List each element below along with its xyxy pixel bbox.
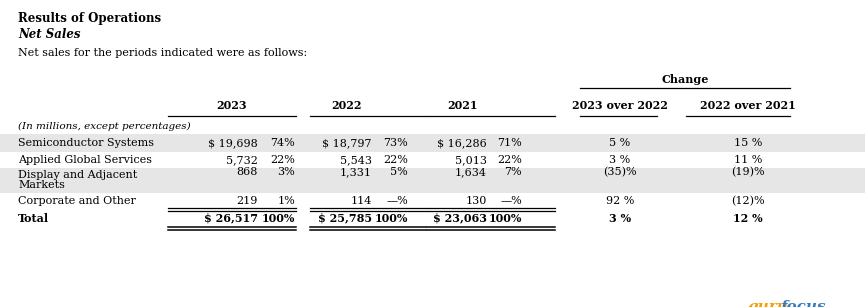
Text: Display and Adjacent: Display and Adjacent (18, 170, 138, 180)
Text: (35)%: (35)% (603, 167, 637, 177)
Bar (0, 134, 865, 152)
Text: 22%: 22% (270, 155, 295, 165)
Text: $ 23,063: $ 23,063 (433, 212, 487, 223)
Text: guru: guru (748, 300, 789, 307)
Text: 71%: 71% (497, 138, 522, 148)
Text: (19)%: (19)% (731, 167, 765, 177)
Text: 1,634: 1,634 (455, 167, 487, 177)
Text: 12 %: 12 % (734, 212, 763, 223)
Text: Net sales for the periods indicated were as follows:: Net sales for the periods indicated were… (18, 48, 307, 58)
Text: 5,013: 5,013 (455, 155, 487, 165)
Text: 868: 868 (237, 167, 258, 177)
Text: 2022 over 2021: 2022 over 2021 (700, 100, 796, 111)
Text: 130: 130 (465, 196, 487, 206)
Text: 11 %: 11 % (734, 155, 762, 165)
Text: —%: —% (387, 196, 408, 206)
Text: 2021: 2021 (446, 100, 477, 111)
Text: $ 26,517: $ 26,517 (204, 212, 258, 223)
Text: 100%: 100% (489, 212, 522, 223)
Text: 2023: 2023 (217, 100, 247, 111)
Text: Net Sales: Net Sales (18, 28, 80, 41)
Text: 100%: 100% (375, 212, 408, 223)
Text: $ 16,286: $ 16,286 (437, 138, 487, 148)
Text: focus: focus (781, 300, 827, 307)
Text: 5,543: 5,543 (340, 155, 372, 165)
Text: Markets: Markets (18, 180, 65, 190)
Text: (12)%: (12)% (731, 196, 765, 206)
Text: $ 18,797: $ 18,797 (323, 138, 372, 148)
Text: Corporate and Other: Corporate and Other (18, 196, 136, 206)
Text: 3 %: 3 % (609, 212, 631, 223)
Text: 74%: 74% (270, 138, 295, 148)
Text: $ 25,785: $ 25,785 (317, 212, 372, 223)
Text: 92 %: 92 % (606, 196, 634, 206)
Text: 1,331: 1,331 (340, 167, 372, 177)
Text: 5 %: 5 % (609, 138, 631, 148)
Text: Results of Operations: Results of Operations (18, 12, 161, 25)
Text: Semiconductor Systems: Semiconductor Systems (18, 138, 154, 148)
Text: 114: 114 (350, 196, 372, 206)
Text: 15 %: 15 % (734, 138, 762, 148)
Text: Total: Total (18, 212, 49, 223)
Text: 7%: 7% (504, 167, 522, 177)
Text: 73%: 73% (383, 138, 408, 148)
Text: 5%: 5% (390, 167, 408, 177)
Text: 5,732: 5,732 (226, 155, 258, 165)
Text: 3 %: 3 % (609, 155, 631, 165)
Text: 2022: 2022 (330, 100, 362, 111)
Text: 22%: 22% (383, 155, 408, 165)
Text: 3%: 3% (278, 167, 295, 177)
Text: 219: 219 (237, 196, 258, 206)
Text: 22%: 22% (497, 155, 522, 165)
Text: Change: Change (662, 74, 708, 85)
Bar (0, 168, 865, 193)
Text: 100%: 100% (261, 212, 295, 223)
Text: —%: —% (500, 196, 522, 206)
Text: $ 19,698: $ 19,698 (208, 138, 258, 148)
Text: 1%: 1% (278, 196, 295, 206)
Text: 2023 over 2022: 2023 over 2022 (572, 100, 668, 111)
Text: (In millions, except percentages): (In millions, except percentages) (18, 122, 190, 131)
Text: Applied Global Services: Applied Global Services (18, 155, 152, 165)
